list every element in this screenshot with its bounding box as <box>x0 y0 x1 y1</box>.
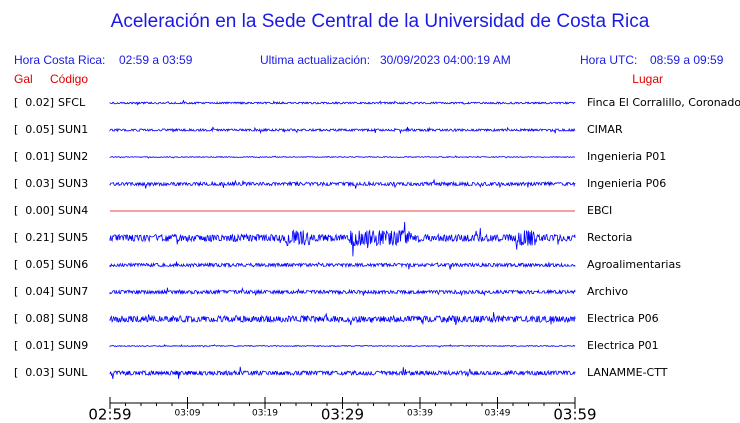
waveform <box>109 155 576 159</box>
gal-header: Gal <box>14 72 33 86</box>
time-label: 03:19 <box>252 409 278 419</box>
station-gal: [ 0.04] <box>14 285 54 298</box>
station-gal: [ 0.03] <box>14 177 54 190</box>
waveform <box>109 221 576 257</box>
time-label: 03:29 <box>321 406 364 423</box>
station-place: Ingenieria P06 <box>587 177 666 190</box>
station-code: SUN5 <box>58 231 88 244</box>
station-gal: [ 0.02] <box>14 96 54 109</box>
station-place: Agroalimentarias <box>587 258 681 271</box>
station-place: Archivo <box>587 285 628 298</box>
utc-range: 08:59 a 09:59 <box>650 53 724 67</box>
station-place: Finca El Corralillo, Coronado <box>587 96 740 109</box>
station-place: Rectoria <box>587 231 632 244</box>
station-gal: [ 0.08] <box>14 312 54 325</box>
local-range: 02:59 a 03:59 <box>119 53 193 67</box>
waveform <box>109 179 576 189</box>
station-code: SUN4 <box>58 204 88 217</box>
station-place: LANAMME-CTT <box>587 366 668 379</box>
waveform <box>109 99 576 106</box>
title: Aceleración en la Sede Central de la Uni… <box>111 11 650 32</box>
time-label: 02:59 <box>88 406 131 423</box>
station-gal: [ 0.05] <box>14 123 54 136</box>
station-place: Electrica P01 <box>587 339 659 352</box>
waveform <box>109 126 576 135</box>
station-code: SUN3 <box>58 177 88 190</box>
place-header: Lugar <box>632 72 663 86</box>
waveform <box>109 261 576 270</box>
code-header: Código <box>50 72 88 86</box>
station-gal: [ 0.01] <box>14 339 54 352</box>
station-code: SUN9 <box>58 339 88 352</box>
station-place: EBCI <box>587 204 612 217</box>
station-gal: [ 0.00] <box>14 204 54 217</box>
station-gal: [ 0.01] <box>14 150 54 163</box>
station-code: SUN2 <box>58 150 88 163</box>
waveform <box>109 366 576 379</box>
time-label: 03:39 <box>407 409 433 419</box>
waveform <box>109 286 576 297</box>
update-time: 30/09/2023 04:00:19 AM <box>380 53 511 67</box>
station-gal: [ 0.21] <box>14 231 54 244</box>
station-code: SFCL <box>58 96 86 109</box>
station-place: CIMAR <box>587 123 623 136</box>
station-code: SUNL <box>58 366 88 379</box>
station-code: SUN7 <box>58 285 88 298</box>
utc-label: Hora UTC: <box>580 53 637 67</box>
waveform <box>109 312 576 326</box>
local-label: Hora Costa Rica: <box>14 53 105 67</box>
update-label: Ultima actualización: <box>260 53 370 67</box>
time-label: 03:09 <box>175 409 201 419</box>
station-place: Electrica P06 <box>587 312 659 325</box>
time-label: 03:59 <box>553 406 596 423</box>
station-code: SUN8 <box>58 312 88 325</box>
station-code: SUN1 <box>58 123 88 136</box>
station-place: Ingenieria P01 <box>587 150 666 163</box>
waveform <box>109 344 576 348</box>
station-gal: [ 0.03] <box>14 366 54 379</box>
time-label: 03:49 <box>485 409 511 419</box>
station-code: SUN6 <box>58 258 88 271</box>
station-gal: [ 0.05] <box>14 258 54 271</box>
